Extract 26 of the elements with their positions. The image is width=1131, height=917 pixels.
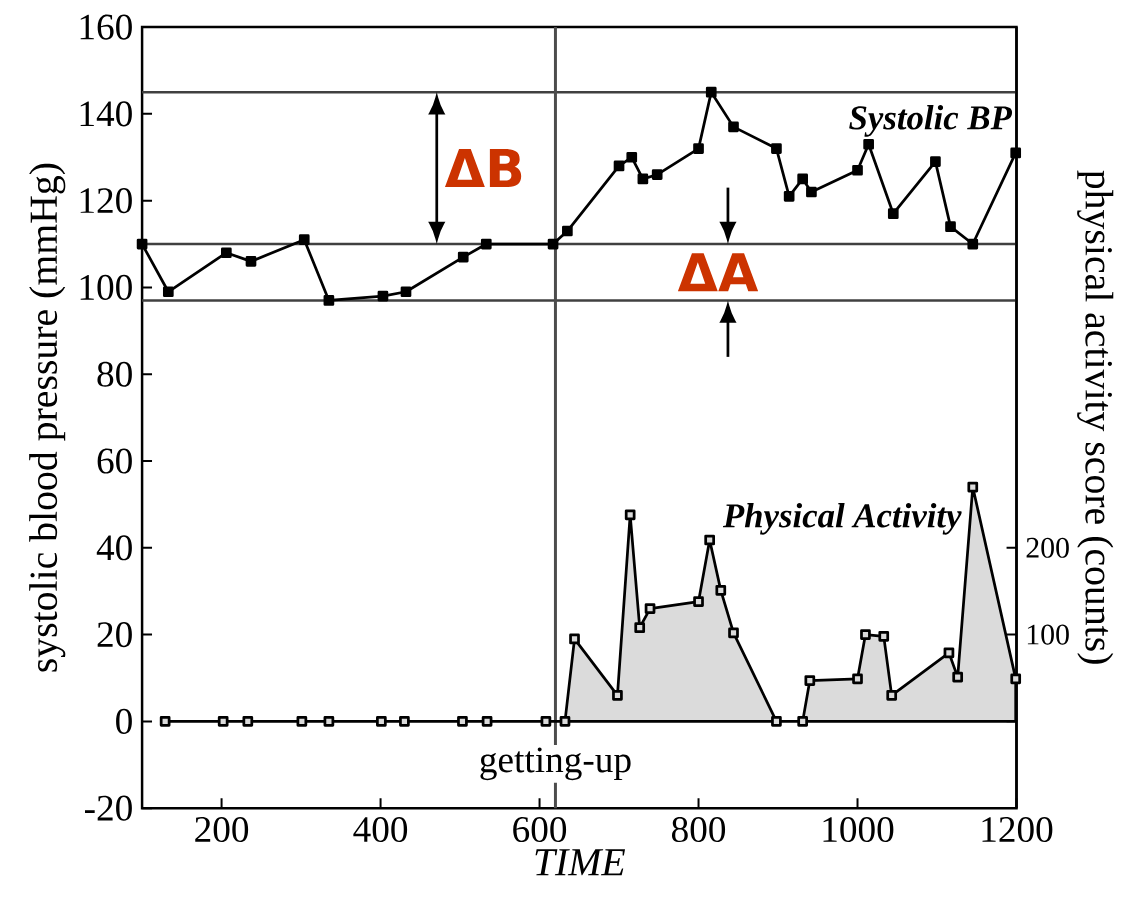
y-tick-label: 160 bbox=[80, 14, 132, 40]
series-label: Physical Activity bbox=[722, 503, 962, 535]
y2-tick-label: 200 bbox=[1026, 537, 1069, 558]
y-tick-label: 0 bbox=[116, 708, 132, 734]
series-label: Systolic BP bbox=[849, 105, 1013, 137]
y-axis-title: systolic blood pressure (mmHg) bbox=[29, 163, 66, 672]
y-tick-label: 60 bbox=[97, 448, 132, 474]
x-tick-label: 600 bbox=[513, 816, 567, 843]
annotation: ΔA bbox=[677, 253, 759, 292]
x-tick-label: 1000 bbox=[823, 816, 894, 843]
annotation: ΔB bbox=[444, 149, 522, 188]
x-tick-label: 1200 bbox=[982, 816, 1053, 843]
ref-line-label: getting-up bbox=[480, 747, 631, 781]
y2-tick-label: 100 bbox=[1027, 624, 1069, 645]
y-tick-label: 40 bbox=[96, 535, 132, 561]
y-tick-label: 20 bbox=[97, 622, 132, 648]
y2-axis-title: physical activity score (counts) bbox=[1077, 170, 1114, 664]
x-tick-label: 200 bbox=[195, 816, 249, 843]
y-tick-label: -20 bbox=[85, 795, 132, 821]
y-tick-label: 80 bbox=[97, 361, 132, 387]
x-tick-label: 800 bbox=[671, 816, 726, 843]
y-tick-label: 140 bbox=[80, 101, 132, 127]
y-tick-label: 120 bbox=[80, 188, 132, 214]
x-tick-label: 400 bbox=[353, 816, 408, 843]
y-tick-label: 100 bbox=[80, 274, 132, 300]
x-axis-title: TIME bbox=[535, 849, 626, 876]
